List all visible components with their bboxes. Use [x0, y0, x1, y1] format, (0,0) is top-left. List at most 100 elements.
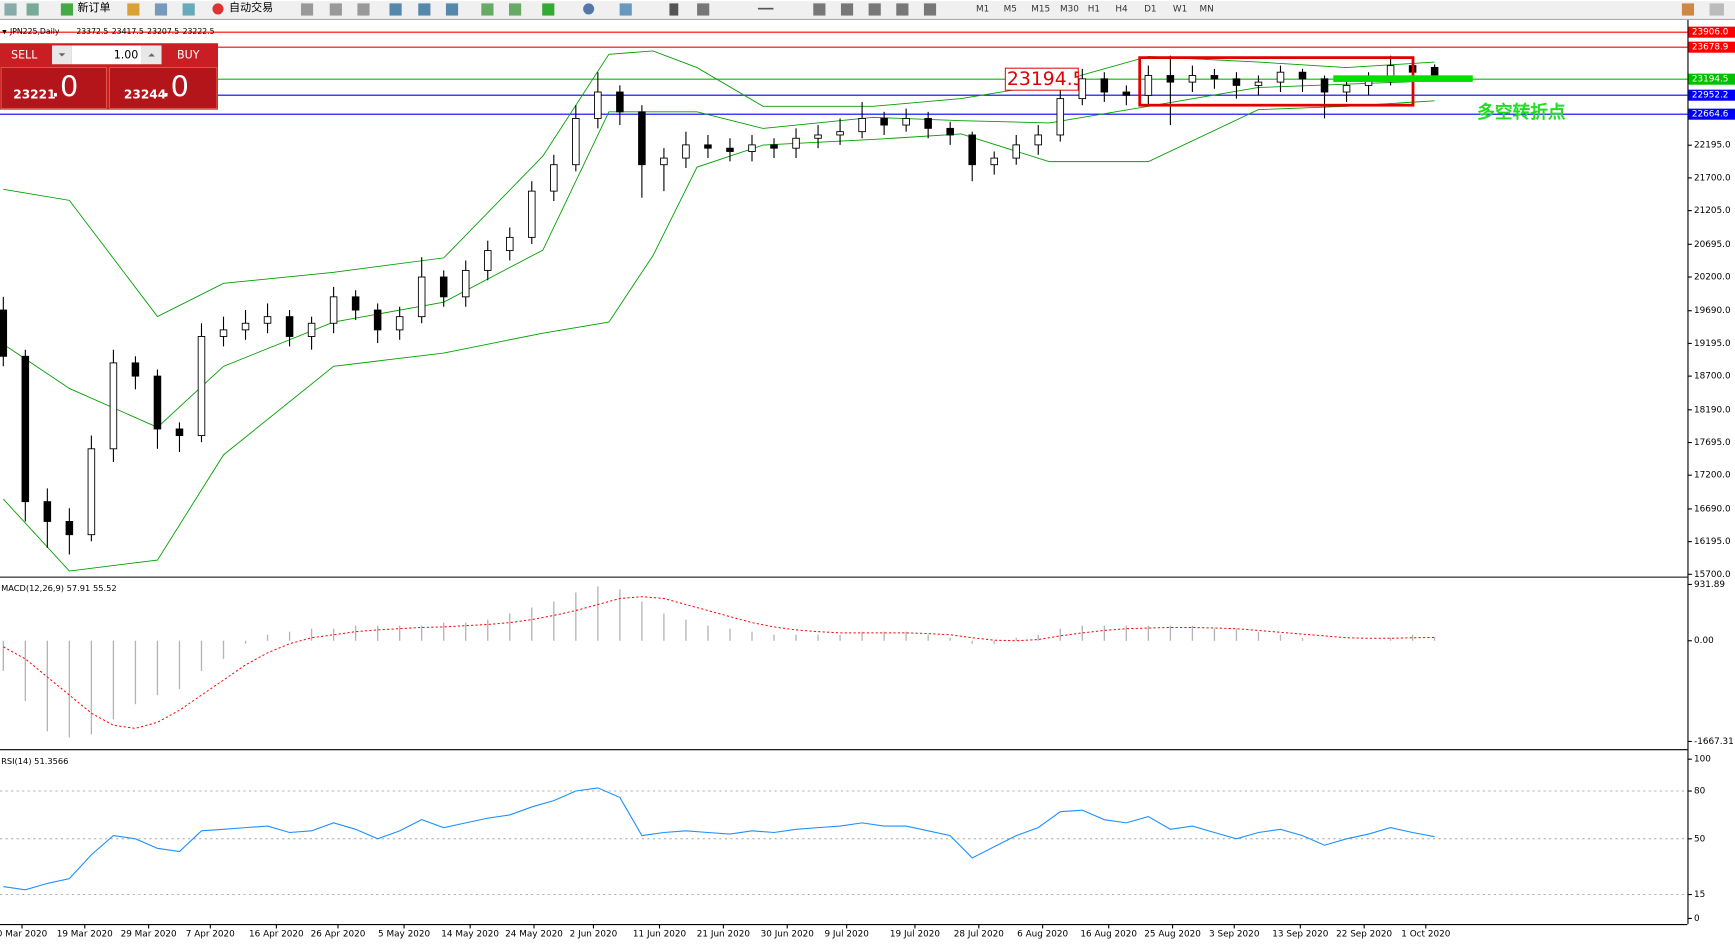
x-tick-label: 28 Jul 2020 [954, 929, 1004, 939]
candle-body [241, 322, 250, 331]
timeframe-button[interactable]: D1 [1144, 4, 1156, 14]
y-tick-label: 50 [1694, 834, 1706, 844]
icon[interactable] [357, 3, 370, 16]
y-tick-label: 20200.0 [1694, 273, 1731, 283]
candle-body [550, 164, 558, 192]
candle-body [990, 157, 998, 166]
auto-trade-button[interactable]: 自动交易 [229, 0, 273, 14]
icon[interactable] [757, 7, 774, 10]
icon[interactable] [697, 3, 710, 16]
candle-body [836, 131, 844, 136]
y-tick-label: -1667.31 [1694, 737, 1734, 747]
candle-body [1034, 134, 1043, 146]
x-tick-label: 19 Mar 2020 [57, 929, 113, 939]
buy-button[interactable]: BUY [177, 48, 200, 61]
candle-body [924, 118, 932, 129]
plots: 22195.0 21700.0 21205.0 20695.0 20200.0 19690… [0, 26, 1735, 939]
timeframe-button[interactable]: MN [1199, 4, 1213, 14]
x-tick-label: 9 Jul 2020 [824, 929, 869, 939]
icon[interactable] [329, 3, 342, 16]
candle-body [968, 134, 976, 166]
level-label-bg [1688, 41, 1735, 53]
icon[interactable] [182, 3, 195, 16]
icon[interactable] [154, 3, 168, 16]
timeframe-button[interactable]: M5 [1004, 4, 1017, 14]
auto-trade-icon[interactable] [212, 3, 224, 15]
buy-price-box[interactable] [109, 67, 218, 109]
sell-price-box[interactable] [0, 67, 107, 109]
icon[interactable] [840, 3, 854, 16]
icon[interactable] [445, 3, 459, 16]
candle-body [1232, 78, 1241, 86]
pane-title: RSI(14) 51.3566 [1, 756, 68, 766]
timeframe-button[interactable]: H4 [1115, 4, 1128, 14]
icon[interactable] [127, 3, 140, 16]
price-box-text: 23194.5 [1007, 69, 1085, 90]
icon[interactable] [481, 3, 494, 16]
icon[interactable] [923, 3, 937, 16]
icon[interactable] [389, 3, 402, 16]
candle-body [285, 316, 294, 337]
icon[interactable] [1709, 3, 1724, 16]
icon[interactable] [508, 3, 522, 16]
icon[interactable] [813, 3, 826, 16]
timeframe-button[interactable]: M15 [1031, 4, 1050, 14]
timeframe-button[interactable]: W1 [1173, 4, 1187, 14]
sell-button[interactable]: SELL [11, 48, 38, 61]
icon[interactable] [619, 3, 632, 16]
new-order-icon[interactable] [60, 3, 74, 16]
candle-body [1056, 98, 1065, 136]
candle-body [373, 309, 382, 331]
icon[interactable] [300, 3, 314, 16]
candle-body [65, 521, 74, 536]
x-tick-label: 21 Jun 2020 [697, 929, 751, 939]
candle-body [109, 362, 118, 450]
candle-body [1078, 78, 1087, 100]
candle-body [0, 309, 8, 357]
x-tick-label: 26 Apr 2020 [311, 929, 366, 939]
ohlc-close: 23222.5 [183, 27, 215, 36]
icon[interactable] [1681, 3, 1695, 16]
icon[interactable] [896, 3, 909, 16]
candle-body [219, 329, 228, 337]
candle-body [748, 144, 756, 152]
level-label: 22952.2 [1692, 91, 1729, 101]
y-tick-label: 15 [1694, 890, 1705, 900]
y-tick-label: 21205.0 [1694, 206, 1731, 216]
x-tick-label: 30 Jun 2020 [761, 929, 815, 939]
icon[interactable] [4, 3, 17, 16]
timeframe-button[interactable]: M30 [1060, 4, 1079, 14]
timeframe-button[interactable]: M1 [976, 4, 989, 14]
icon[interactable] [542, 3, 555, 16]
x-tick-label: 22 Sep 2020 [1336, 929, 1392, 939]
x-tick-label: 29 Mar 2020 [121, 929, 177, 939]
candle-body [439, 276, 448, 298]
y-tick-label: 19690.0 [1694, 306, 1731, 316]
icon[interactable] [868, 3, 881, 16]
candle-body [1298, 71, 1307, 80]
icon[interactable] [26, 3, 39, 16]
toolbar [0, 1, 1735, 19]
candle-body [528, 190, 536, 238]
x-tick-label: 5 May 2020 [378, 929, 430, 939]
header: JPN225,Daily 23372.5 23417.5 23207.5 232… [2, 27, 215, 36]
candle-body [880, 118, 888, 126]
y-tick-label: 19195.0 [1694, 339, 1731, 349]
candle-body [902, 118, 910, 126]
timeframe-button[interactable]: H1 [1088, 4, 1100, 14]
price-box: 23194.5 [1004, 67, 1085, 91]
level-label-bg [1688, 73, 1735, 85]
x-tick-label: 24 May 2020 [505, 929, 563, 939]
y-tick-label: 18700.0 [1694, 372, 1731, 382]
icon[interactable] [418, 3, 431, 16]
volume-input[interactable] [71, 45, 142, 65]
new-order-button[interactable]: 新订单 [77, 0, 110, 14]
level-label-bg [1688, 89, 1735, 101]
icon[interactable] [669, 3, 679, 16]
y-tick-label: 0.00 [1694, 636, 1714, 646]
x-tick-label: 6 Aug 2020 [1017, 929, 1068, 939]
level-label-bg [1688, 108, 1735, 120]
icon[interactable] [583, 3, 595, 15]
bollinger-lower [2, 100, 1435, 572]
y-tick-label: 16195.0 [1694, 537, 1731, 547]
